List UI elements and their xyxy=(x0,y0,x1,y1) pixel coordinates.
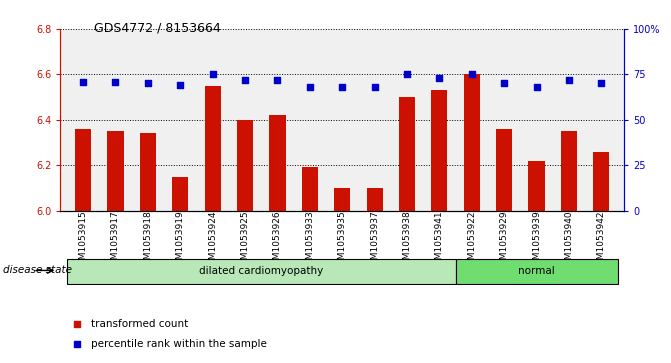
Text: GSM1053940: GSM1053940 xyxy=(564,211,574,271)
FancyBboxPatch shape xyxy=(67,259,456,284)
Bar xyxy=(529,160,545,211)
Bar xyxy=(334,188,350,211)
Text: GSM1053937: GSM1053937 xyxy=(370,211,379,271)
Point xyxy=(110,79,121,85)
Bar xyxy=(269,115,286,211)
Point xyxy=(175,82,186,88)
Point xyxy=(72,340,83,346)
Text: dilated cardiomyopathy: dilated cardiomyopathy xyxy=(199,266,323,276)
Bar xyxy=(496,129,512,211)
Point xyxy=(434,75,445,81)
Text: GSM1053919: GSM1053919 xyxy=(176,211,185,271)
Point xyxy=(402,72,413,77)
Point xyxy=(337,84,348,90)
Text: GSM1053933: GSM1053933 xyxy=(305,211,314,271)
FancyBboxPatch shape xyxy=(456,259,617,284)
Text: GSM1053939: GSM1053939 xyxy=(532,211,541,271)
Text: GSM1053924: GSM1053924 xyxy=(208,211,217,271)
Text: percentile rank within the sample: percentile rank within the sample xyxy=(91,339,267,348)
Point xyxy=(78,79,89,85)
Bar xyxy=(593,152,609,211)
Bar xyxy=(431,90,448,211)
Point xyxy=(466,72,477,77)
Point xyxy=(499,81,509,86)
Bar xyxy=(107,131,123,211)
Bar xyxy=(75,129,91,211)
Text: GSM1053918: GSM1053918 xyxy=(144,211,152,271)
Bar xyxy=(205,86,221,211)
Point xyxy=(142,81,153,86)
Bar xyxy=(140,133,156,211)
Point xyxy=(240,77,250,83)
Bar xyxy=(399,97,415,211)
Text: GSM1053915: GSM1053915 xyxy=(79,211,87,271)
Text: GSM1053917: GSM1053917 xyxy=(111,211,120,271)
Bar xyxy=(172,176,189,211)
Point xyxy=(596,81,607,86)
Text: transformed count: transformed count xyxy=(91,319,189,329)
Text: GSM1053942: GSM1053942 xyxy=(597,211,606,271)
Bar xyxy=(366,188,382,211)
Text: GSM1053938: GSM1053938 xyxy=(403,211,411,271)
Text: GSM1053926: GSM1053926 xyxy=(273,211,282,271)
Bar xyxy=(237,120,253,211)
Point xyxy=(531,84,542,90)
Text: GSM1053922: GSM1053922 xyxy=(467,211,476,271)
Text: GSM1053941: GSM1053941 xyxy=(435,211,444,271)
Bar xyxy=(561,131,577,211)
Text: disease state: disease state xyxy=(3,265,72,276)
Point xyxy=(272,77,282,83)
Point xyxy=(207,72,218,77)
Bar xyxy=(302,167,318,211)
Text: GSM1053935: GSM1053935 xyxy=(338,211,347,271)
Text: GSM1053925: GSM1053925 xyxy=(240,211,250,271)
Text: GSM1053929: GSM1053929 xyxy=(500,211,509,271)
Text: GDS4772 / 8153664: GDS4772 / 8153664 xyxy=(94,22,221,35)
Point xyxy=(564,77,574,83)
Point xyxy=(305,84,315,90)
Text: normal: normal xyxy=(518,266,555,276)
Point xyxy=(369,84,380,90)
Point xyxy=(72,322,83,327)
Bar xyxy=(464,74,480,211)
